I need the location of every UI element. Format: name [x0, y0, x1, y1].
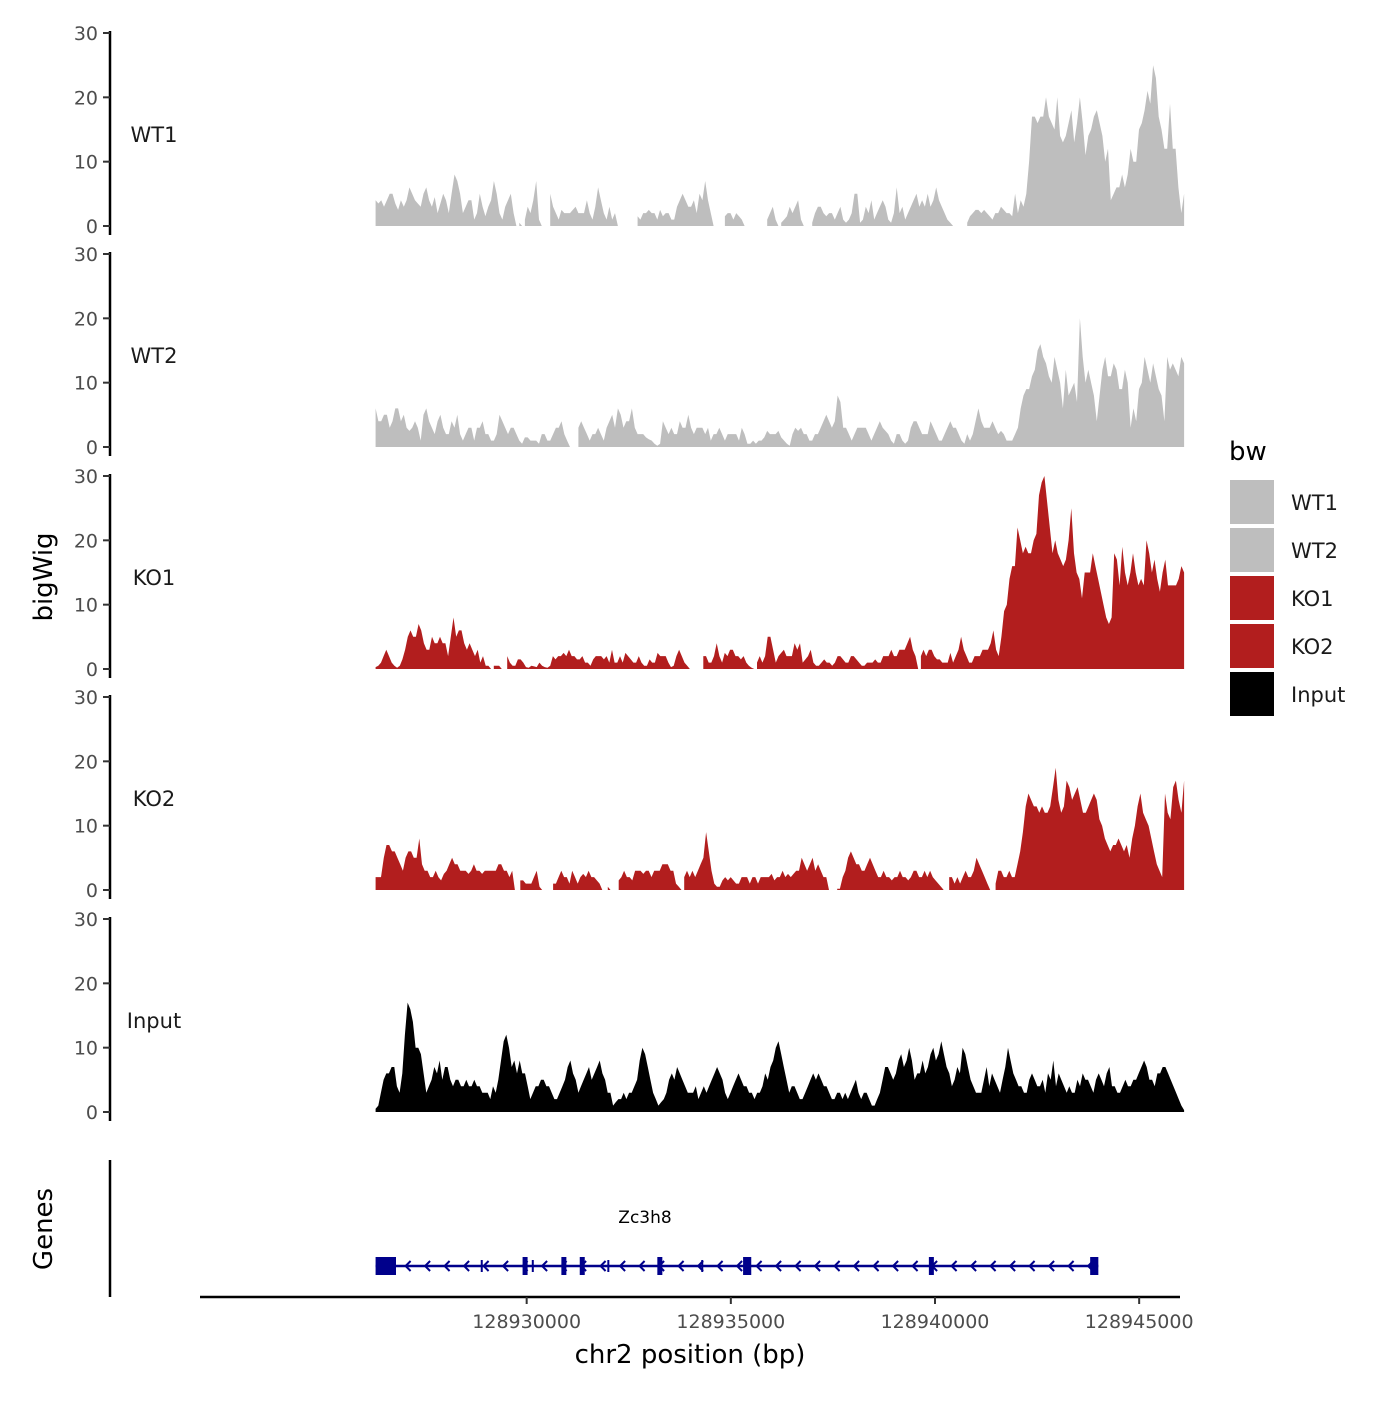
strand-arrow	[794, 1260, 802, 1272]
y-tick-label: 20	[74, 751, 98, 773]
y-tick-label: 20	[74, 87, 98, 109]
strand-arrow	[872, 1260, 880, 1272]
y-tick-label: 30	[74, 23, 98, 45]
legend-swatch-wt1	[1230, 480, 1274, 524]
strand-arrow	[911, 1260, 919, 1272]
strand-arrow	[891, 1260, 899, 1272]
y-tick-label: 10	[74, 595, 98, 617]
gene-exon	[375, 1257, 396, 1275]
area-wt1	[375, 65, 1185, 226]
legend-swatch-input	[1230, 672, 1274, 716]
y-tick-label: 10	[74, 816, 98, 838]
y-tick-label: 20	[74, 973, 98, 995]
strand-arrow	[813, 1260, 821, 1272]
legend-label-input: Input	[1291, 683, 1345, 707]
genes-axis-title: Genes	[29, 1188, 59, 1270]
y-tick-label: 0	[86, 880, 98, 902]
legend-swatch-wt2	[1230, 528, 1274, 572]
strand-arrow	[501, 1260, 509, 1272]
gene-exon	[579, 1257, 585, 1275]
legend-label-ko2: KO2	[1291, 635, 1334, 659]
x-tick-label: 128930000	[472, 1311, 581, 1333]
track-label-wt1: WT1	[131, 123, 178, 147]
area-ko2	[375, 767, 1185, 890]
legend-title: bw	[1229, 437, 1267, 467]
strand-arrow	[482, 1260, 490, 1272]
strand-arrow	[638, 1260, 646, 1272]
legend-label-wt1: WT1	[1291, 491, 1338, 515]
legend: bw WT1 WT2 KO1 KO2 Input	[1229, 437, 1345, 716]
gene-exon	[522, 1257, 528, 1275]
strand-arrow	[599, 1260, 607, 1272]
genes-layer: Zc3h8	[108, 1160, 1099, 1297]
y-tick-label: 0	[86, 1102, 98, 1124]
strand-arrow	[774, 1260, 782, 1272]
x-tick-label: 128945000	[1085, 1311, 1194, 1333]
y-tick-label: 10	[74, 373, 98, 395]
tracks-layer: 0 10 20 30 WT1 0 10 20 30 WT2 0 10 20 30 KO1 0 10 20 30 KO2…	[74, 23, 1185, 1124]
strand-arrow	[462, 1260, 470, 1272]
track-wt1: 0 10 20 30 WT1	[74, 23, 1185, 238]
track-wt2: 0 10 20 30 WT2	[74, 244, 1185, 459]
area-wt2	[375, 318, 1185, 447]
x-axis: 128930000 128935000 128940000 128945000	[200, 1295, 1194, 1333]
track-label-ko1: KO1	[133, 566, 176, 590]
strand-arrow	[677, 1260, 685, 1272]
track-label-input: Input	[127, 1009, 181, 1033]
strand-arrow	[1067, 1260, 1075, 1272]
track-ko2: 0 10 20 30 KO2	[74, 687, 1185, 902]
gene-exon	[561, 1257, 567, 1275]
area-input	[375, 1002, 1185, 1112]
strand-arrow	[443, 1260, 451, 1272]
strand-arrow	[540, 1260, 548, 1272]
y-axis-title: bigWig	[29, 532, 59, 621]
strand-arrow	[755, 1260, 763, 1272]
strand-arrow	[989, 1260, 997, 1272]
gene-exon	[1090, 1257, 1099, 1275]
gene-exon	[657, 1257, 663, 1275]
strand-arrow	[404, 1260, 412, 1272]
legend-swatch-ko2	[1230, 624, 1274, 668]
y-tick-label: 10	[74, 1038, 98, 1060]
legend-label-wt2: WT2	[1291, 539, 1338, 563]
strand-arrow	[716, 1260, 724, 1272]
y-tick-label: 0	[86, 437, 98, 459]
x-tick-label: 128940000	[881, 1311, 990, 1333]
track-label-wt2: WT2	[131, 344, 178, 368]
strand-arrow	[969, 1260, 977, 1272]
x-axis-title: chr2 position (bp)	[575, 1340, 806, 1370]
strand-arrow	[1047, 1260, 1055, 1272]
y-tick-label: 30	[74, 909, 98, 931]
track-ko1: 0 10 20 30 KO1	[74, 466, 1185, 681]
y-tick-label: 0	[86, 659, 98, 681]
strand-arrow	[735, 1260, 743, 1272]
y-tick-label: 30	[74, 687, 98, 709]
track-input: 0 10 20 30 Input	[74, 909, 1185, 1124]
track-label-ko2: KO2	[133, 787, 176, 811]
area-ko1	[375, 476, 1185, 669]
gene-exon	[743, 1257, 752, 1275]
gene-exon	[928, 1257, 934, 1275]
strand-arrow	[852, 1260, 860, 1272]
legend-swatch-ko1	[1230, 576, 1274, 620]
y-tick-label: 20	[74, 308, 98, 330]
strand-arrow	[950, 1260, 958, 1272]
y-tick-label: 30	[74, 244, 98, 266]
y-tick-label: 30	[74, 466, 98, 488]
y-tick-label: 0	[86, 216, 98, 238]
x-tick-label: 128935000	[676, 1311, 785, 1333]
strand-arrow	[833, 1260, 841, 1272]
strand-arrow	[423, 1260, 431, 1272]
strand-arrow	[1008, 1260, 1016, 1272]
y-tick-label: 20	[74, 530, 98, 552]
legend-label-ko1: KO1	[1291, 587, 1334, 611]
y-tick-label: 10	[74, 152, 98, 174]
strand-arrow	[1028, 1260, 1036, 1272]
strand-arrow	[618, 1260, 626, 1272]
gene-name-label: Zc3h8	[618, 1208, 671, 1228]
